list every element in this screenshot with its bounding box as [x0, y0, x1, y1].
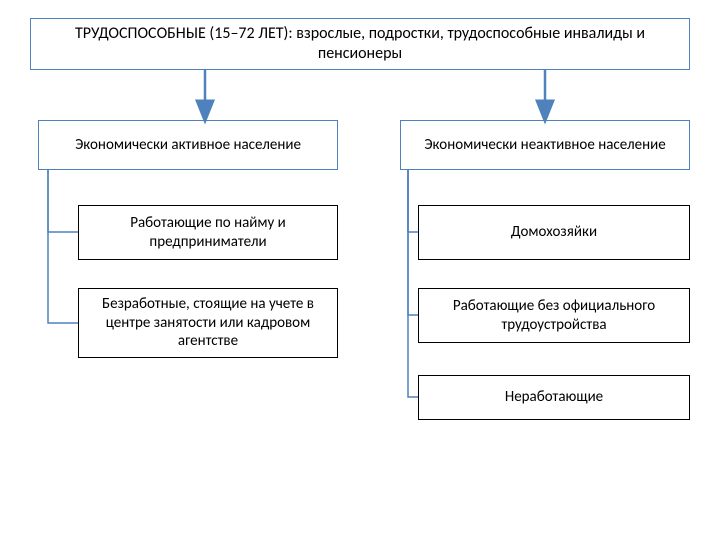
- inactive-child-1: Домохозяйки: [418, 205, 690, 260]
- connector-inactive-2: [408, 170, 418, 315]
- active-node: Экономически активное население: [38, 120, 338, 170]
- root-node: ТРУДОСПОСОБНЫЕ (15–72 ЛЕТ): взрослые, по…: [30, 18, 690, 70]
- inactive-node: Экономически неактивное население: [400, 120, 690, 170]
- connector-inactive-3: [408, 170, 418, 397]
- inactive-child-2: Работающие без официального трудоустройс…: [418, 288, 690, 343]
- connector-inactive-1: [408, 170, 418, 232]
- connectors-layer: [0, 0, 720, 540]
- connector-active-2: [48, 170, 78, 323]
- active-child-1: Работающие по найму и предприниматели: [78, 205, 338, 260]
- connector-active-1: [48, 170, 78, 232]
- active-child-2: Безработные, стоящие на учете в центре з…: [78, 288, 338, 358]
- inactive-child-3: Неработающие: [418, 375, 690, 420]
